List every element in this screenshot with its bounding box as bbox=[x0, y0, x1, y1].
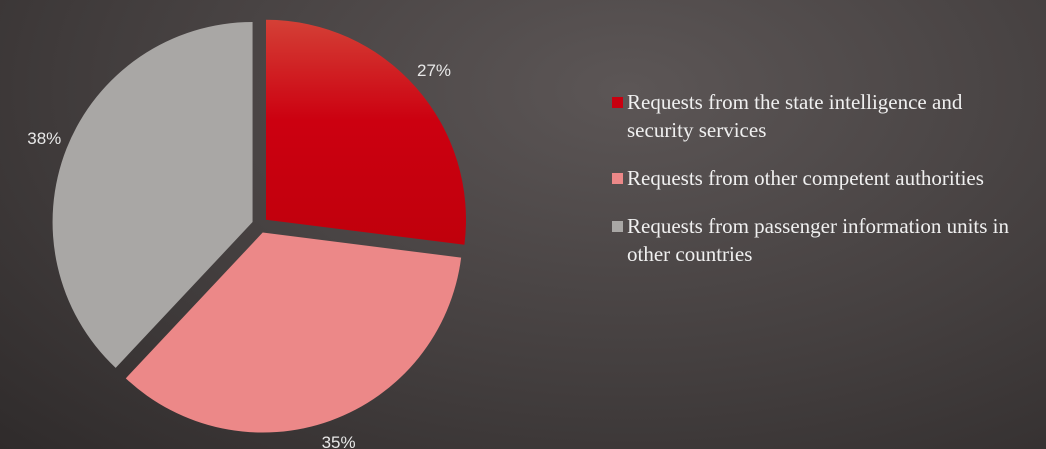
data-label: 35% bbox=[322, 433, 356, 449]
legend-swatch bbox=[612, 173, 623, 184]
pie-slice bbox=[52, 22, 253, 368]
legend-label: Requests from other competent authoritie… bbox=[627, 166, 984, 190]
legend-item: Requests from the state intelligence and… bbox=[612, 88, 1042, 144]
legend-label: Requests from the state intelligence and… bbox=[627, 90, 963, 142]
pie-slice bbox=[266, 19, 467, 245]
data-label: 27% bbox=[417, 61, 451, 80]
legend: Requests from the state intelligence and… bbox=[612, 88, 1042, 288]
pie-slice bbox=[125, 232, 462, 433]
legend-item: Requests from other competent authoritie… bbox=[612, 164, 1042, 192]
legend-item: Requests from passenger information unit… bbox=[612, 212, 1042, 268]
data-label: 38% bbox=[27, 129, 61, 148]
legend-label: Requests from passenger information unit… bbox=[627, 214, 1010, 266]
legend-swatch bbox=[612, 97, 623, 108]
legend-swatch bbox=[612, 221, 623, 232]
